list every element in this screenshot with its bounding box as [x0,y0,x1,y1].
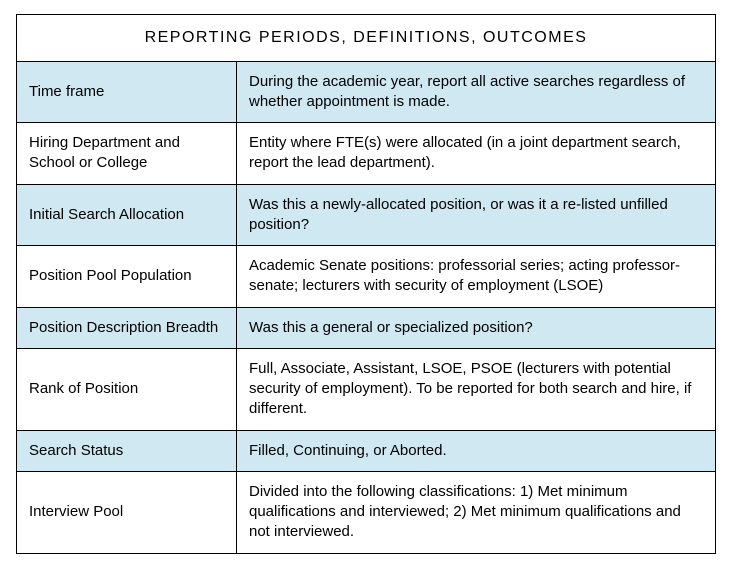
table-title-row: REPORTING PERIODS, DEFINITIONS, OUTCOMES [17,15,716,62]
definition-cell: Full, Associate, Assistant, LSOE, PSOE (… [237,348,716,430]
term-cell: Initial Search Allocation [17,184,237,246]
term-cell: Hiring Department and School or College [17,123,237,185]
table-row: Search Status Filled, Continuing, or Abo… [17,430,716,471]
term-cell: Rank of Position [17,348,237,430]
definition-cell: Academic Senate positions: professorial … [237,246,716,308]
term-cell: Search Status [17,430,237,471]
term-cell: Interview Pool [17,471,237,553]
definition-cell: Divided into the following classificatio… [237,471,716,553]
table-title: REPORTING PERIODS, DEFINITIONS, OUTCOMES [17,15,716,62]
table-row: Initial Search Allocation Was this a new… [17,184,716,246]
term-cell: Time frame [17,61,237,123]
table-row: Time frame During the academic year, rep… [17,61,716,123]
definition-cell: Was this a general or specialized positi… [237,307,716,348]
table-row: Position Description Breadth Was this a … [17,307,716,348]
page: REPORTING PERIODS, DEFINITIONS, OUTCOMES… [0,0,732,570]
term-cell: Position Pool Population [17,246,237,308]
table-row: Rank of Position Full, Associate, Assist… [17,348,716,430]
definition-cell: Filled, Continuing, or Aborted. [237,430,716,471]
term-cell: Position Description Breadth [17,307,237,348]
definitions-table: REPORTING PERIODS, DEFINITIONS, OUTCOMES… [16,14,716,554]
definition-cell: Was this a newly-allocated position, or … [237,184,716,246]
table-row: Hiring Department and School or College … [17,123,716,185]
definition-cell: During the academic year, report all act… [237,61,716,123]
table-row: Position Pool Population Academic Senate… [17,246,716,308]
table-row: Interview Pool Divided into the followin… [17,471,716,553]
definition-cell: Entity where FTE(s) were allocated (in a… [237,123,716,185]
